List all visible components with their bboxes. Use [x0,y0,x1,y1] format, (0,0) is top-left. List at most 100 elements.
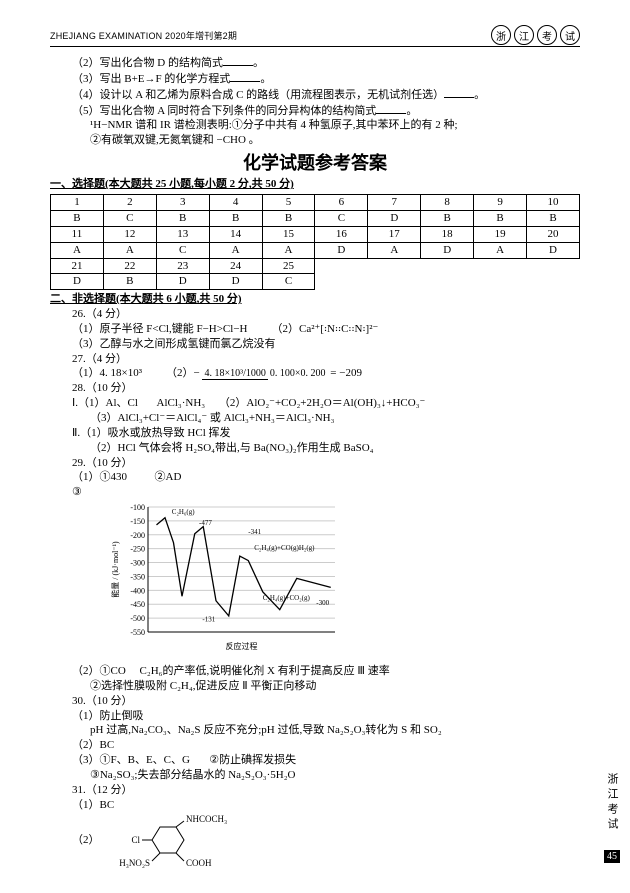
body: （2）写出化合物 D 的结构简式。 （3）写出 B+E→F 的化学方程式。 （4… [50,55,580,868]
ans-cell: B [103,274,156,290]
ans-cell: 7 [368,195,421,211]
ans-cell: 15 [262,226,315,242]
ans-cell: B [262,211,315,227]
svg-text:-341: -341 [248,528,261,536]
ans-cell: 11 [51,226,104,242]
badge-3: 考 [537,25,557,45]
pre-5a: ¹H−NMR 谱和 IR 谱检测表明:①分子中共有 4 种氢原子,其中苯环上的有… [50,118,580,133]
svg-text:-500: -500 [130,614,145,623]
pre-4: （4）设计以 A 和乙烯为原料合成 C 的路线（用流程图表示，无机试剂任选）。 [50,87,580,103]
badge-2: 江 [514,25,534,45]
q27-1: （1）4. 18×10³ （2）− 4. 18×10³/10000. 100×0… [50,366,580,381]
pre-3: （3）写出 B+E→F 的化学方程式。 [50,71,580,87]
pre-2: （2）写出化合物 D 的结构简式。 [50,55,580,71]
ans-cell: 13 [156,226,209,242]
page-number: 45 [604,850,620,863]
q31-2: （2） Cl NHCOCH₃ H₃NO₂S COOH [50,813,580,868]
ans-cell: D [368,211,421,227]
side-tab: 浙江考试 [604,773,620,833]
ans-cell: B [474,211,527,227]
ans-cell: C [315,211,368,227]
ans-cell: A [103,242,156,258]
ans-cell: 24 [209,258,262,274]
ans-cell: 23 [156,258,209,274]
q29-h: 29.（10 分） [50,456,580,471]
ans-cell: 4 [209,195,262,211]
header-badges: 浙 江 考 试 [491,25,580,45]
q28-ii1: Ⅱ.（1）吸水或放热导致 HCl 挥发 [50,426,580,441]
q27-h: 27.（4 分） [50,352,580,367]
ans-cell: 14 [209,226,262,242]
ans-cell: B [156,211,209,227]
part2-head: 二、非选择题(本大题共 6 小题,共 50 分) [50,292,580,307]
ans-cell: B [527,211,580,227]
svg-text:NHCOCH₃: NHCOCH₃ [186,814,227,824]
svg-text:-450: -450 [130,600,145,609]
ans-cell: A [262,242,315,258]
energy-chart: -550 -500 -450 -400 -350 -300 -250 -200 -150 -100… [110,502,580,662]
ans-cell: 1 [51,195,104,211]
ans-cell: 8 [421,195,474,211]
q31-1: （1）BC [50,798,580,813]
svg-text:-400: -400 [130,586,145,595]
ans-cell: A [474,242,527,258]
ans-cell: A [368,242,421,258]
svg-text:Cl: Cl [132,835,141,845]
svg-text:-350: -350 [130,573,145,582]
q29-1: （1）①430 ②AD [50,470,580,485]
page-header: ZHEJIANG EXAMINATION 2020年增刊第2期 浙 江 考 试 [50,25,580,47]
svg-text:-150: -150 [130,517,145,526]
q29-3: ③ [50,485,580,500]
ans-cell: B [421,211,474,227]
svg-text:-300: -300 [316,599,329,607]
answers-title: 化学试题参考答案 [50,151,580,175]
svg-text:C₂H₄(g)+CO₂(g): C₂H₄(g)+CO₂(g) [263,594,311,602]
ans-cell: B [209,211,262,227]
molecule: Cl NHCOCH₃ H₃NO₂S COOH [102,813,232,868]
ans-cell: 9 [474,195,527,211]
svg-text:能量 / (kJ·mol⁻¹): 能量 / (kJ·mol⁻¹) [110,541,120,598]
part1-head: 一、选择题(本大题共 25 小题,每小题 2 分,共 50 分) [50,177,580,192]
q30-3b: ③Na₂SO₃;失去部分结晶水的 Na₂S₂O₃·5H₂O [50,768,580,783]
q30-3: （3）①F、B、E、C、G ②防止碘挥发损失 [50,753,580,768]
ans-cell: C [156,242,209,258]
svg-text:-100: -100 [130,503,145,512]
ans-cell: D [209,274,262,290]
header-left: ZHEJIANG EXAMINATION 2020年增刊第2期 [50,29,237,42]
svg-text:C₂H₆(g): C₂H₆(g) [172,508,195,516]
ans-cell: D [156,274,209,290]
q31-h: 31.（12 分） [50,783,580,798]
q28-i1: Ⅰ.（1）Al、Cl AlCl₃·NH₃ （2）AlO₂⁻+CO₂+2H₂O＝A… [50,396,580,411]
svg-text:-250: -250 [130,545,145,554]
q26-1: （1）原子半径 F<Cl,键能 F−H>Cl−H（2）Ca²⁺[꞉N꞉꞉C꞉꞉N… [50,322,580,337]
svg-text:-200: -200 [130,531,145,540]
q28-h: 28.（10 分） [50,381,580,396]
ans-cell: D [315,242,368,258]
ans-cell: 21 [51,258,104,274]
svg-text:-477: -477 [199,519,212,527]
q26-h: 26.（4 分） [50,307,580,322]
q30-1: （1）防止倒吸 [50,709,580,724]
ans-cell: 22 [103,258,156,274]
pre-5b: ②有碳氧双键,无氮氧键和 −CHO 。 [50,133,580,148]
ans-cell: 20 [527,226,580,242]
q28-i2: （3）AlCl₃+Cl⁻＝AlCl₄⁻ 或 AlCl₃+NH₃＝AlCl₃·NH… [50,411,580,426]
badge-1: 浙 [491,25,511,45]
svg-text:-550: -550 [130,628,145,637]
svg-text:反应过程: 反应过程 [226,641,258,651]
pre-5: （5）写出化合物 A 同时符合下列条件的同分异构体的结构简式。 [50,103,580,119]
ans-cell: 6 [315,195,368,211]
q30-1b: pH 过高,Na₂CO₃、Na₂S 反应不充分;pH 过低,导致 Na₂S₂O₃… [50,723,580,738]
ans-cell: 18 [421,226,474,242]
ans-cell: 25 [262,258,315,274]
badge-4: 试 [560,25,580,45]
ans-cell: 3 [156,195,209,211]
ans-cell: D [51,274,104,290]
ans-cell: A [209,242,262,258]
q29-2b: ②选择性膜吸附 C₂H₄,促进反应 Ⅱ 平衡正向移动 [50,679,580,694]
ans-cell: B [51,211,104,227]
ans-cell: 5 [262,195,315,211]
ans-cell: A [51,242,104,258]
q30-h: 30.（10 分） [50,694,580,709]
svg-text:-300: -300 [130,559,145,568]
